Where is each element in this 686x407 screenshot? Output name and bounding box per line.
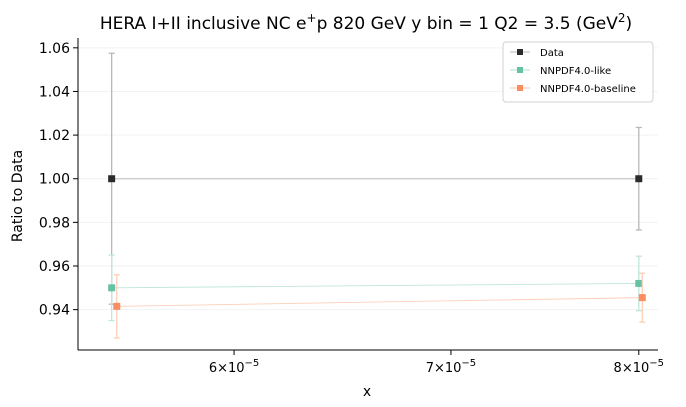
y-tick-label: 1.02 xyxy=(39,128,70,144)
x-tick-label: 6×10−5 xyxy=(209,358,259,376)
title-superscript-charge: + xyxy=(307,11,317,25)
series-line xyxy=(111,283,639,289)
data-point xyxy=(108,175,116,183)
series-layer xyxy=(108,52,646,339)
x-tick-label: 7×10−5 xyxy=(426,358,476,376)
data-point xyxy=(635,175,643,183)
axes-layer: 0.94 0.96 0.98 1.00 1.02 1.04 1.06 6×10−5 7×10−5… xyxy=(39,38,664,376)
y-tick-label: 0.94 xyxy=(39,303,70,319)
legend-marker xyxy=(517,67,523,73)
title-superscript-power: 2 xyxy=(618,11,626,25)
legend-frame xyxy=(502,41,654,103)
y-tick-label: 1.06 xyxy=(39,41,70,57)
y-tick-label: 1.00 xyxy=(39,172,70,188)
data-point xyxy=(113,302,121,310)
data-point xyxy=(108,284,116,292)
y-axis-label: Ratio to Data xyxy=(10,150,26,242)
data-point xyxy=(638,294,646,302)
legend-marker xyxy=(517,85,523,91)
legend: Data NNPDF4.0-like NNPDF4.0-baseline xyxy=(502,41,654,103)
legend-label: NNPDF4.0-like xyxy=(540,66,611,77)
legend-label: NNPDF4.0-baseline xyxy=(540,84,636,95)
data-point xyxy=(635,279,643,287)
y-tick-label: 1.04 xyxy=(39,84,70,100)
x-tick-label: 8×10−5 xyxy=(614,358,664,376)
series-2 xyxy=(113,272,646,339)
chart-title: HERA I+II inclusive NC e+p 820 GeV y bin… xyxy=(100,11,632,34)
y-tick-label: 0.98 xyxy=(39,215,70,231)
legend-marker xyxy=(517,49,523,55)
series-line xyxy=(116,297,643,307)
series-1 xyxy=(108,254,643,322)
y-tick-label: 0.96 xyxy=(39,259,70,275)
legend-label: Data xyxy=(540,48,564,59)
x-axis-label: x xyxy=(363,384,371,400)
